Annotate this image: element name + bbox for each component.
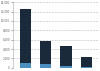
Bar (20, 63, 31, 68)
Bar (81, 67, 92, 68)
Bar (81, 57, 92, 67)
Bar (60, 66, 72, 68)
Bar (40, 64, 51, 68)
Bar (20, 9, 31, 63)
Bar (40, 41, 51, 64)
Bar (60, 46, 72, 66)
